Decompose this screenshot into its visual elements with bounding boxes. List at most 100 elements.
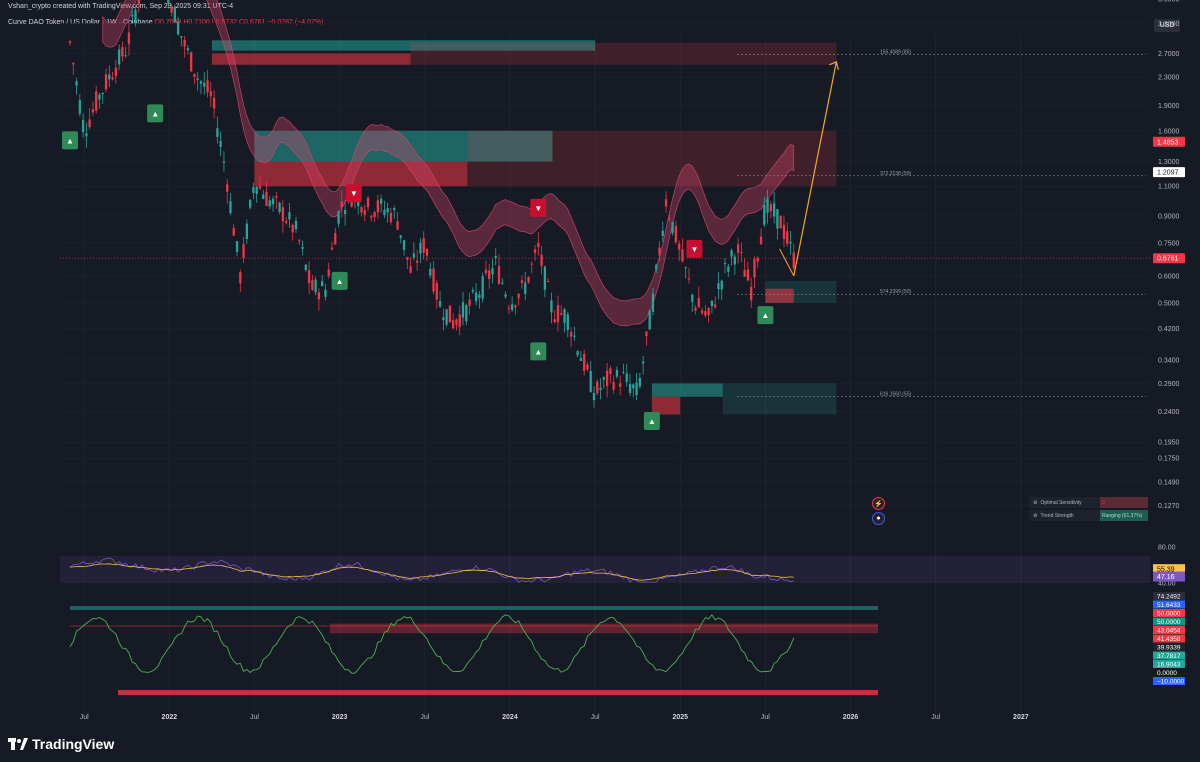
candle-body: [501, 282, 504, 284]
candle-body: [124, 55, 127, 57]
time-axis[interactable]: Jul 2022 Jul 2023 Jul 2024 Jul 2025 Jul 2026 Jul 20…: [80, 714, 1029, 721]
candle-body: [235, 241, 239, 252]
candle-body: [360, 207, 363, 213]
osc-value: 74.2492: [1157, 594, 1181, 601]
candle-body: [212, 97, 216, 109]
price-tick: 2.7000: [1158, 51, 1180, 58]
zone: [410, 42, 837, 65]
candle-body: [605, 370, 609, 387]
candle-body: [769, 204, 773, 212]
candle-body: [196, 78, 199, 81]
news-icon[interactable]: ⚡: [872, 497, 885, 510]
buy-signal-glyph: ▲: [151, 109, 159, 118]
candle-body: [520, 280, 524, 283]
candle-body: [707, 308, 710, 316]
rsi-tick: 80.00: [1158, 545, 1176, 552]
price-axis[interactable]: 8.50007.00005.50004.70003.90003.30002.70…: [1153, 0, 1185, 510]
candle-body: [252, 187, 255, 193]
candle-body: [409, 266, 412, 273]
candle-body: [530, 263, 533, 265]
buy-signal-glyph: ▲: [648, 417, 656, 426]
rsi-value: 47.16: [1157, 574, 1175, 581]
candle-body: [474, 292, 478, 302]
time-label: Jul: [761, 714, 770, 721]
price-tick: 0.1950: [1158, 440, 1180, 447]
rsi-value-box: [1153, 564, 1185, 575]
candle-body: [416, 260, 419, 263]
candle-body: [668, 218, 671, 220]
candle-body: [779, 216, 782, 229]
osc-value-box: [1153, 677, 1185, 685]
info-row-sensitivity: ⚙ Optimal Sensitivity 0: [1029, 497, 1148, 508]
fib-levels: 155.4089 (85) 372.2138 (50) 574.2399 (50) 6…: [737, 49, 1146, 398]
candle-body: [710, 300, 714, 307]
candle-body: [566, 314, 569, 331]
buy-signal: [62, 131, 78, 150]
candle-body: [366, 197, 370, 208]
candle-body: [691, 294, 694, 302]
candle-body: [131, 14, 134, 17]
sell-signal: [686, 239, 703, 258]
osc-value-box: [1153, 626, 1185, 634]
candle-body: [772, 203, 776, 217]
info-label: Optimal Sensitivity: [1040, 499, 1082, 506]
candle-body: [206, 80, 209, 93]
candle-body: [173, 6, 176, 23]
pullback-line: [779, 248, 795, 277]
flag-icon[interactable]: ●: [872, 512, 885, 525]
signals: ▼▼▼▼▼▼▲▲▲▲▲▲: [62, 104, 774, 430]
candle-body: [370, 216, 373, 218]
osc-value: 41.4358: [1157, 636, 1181, 643]
candle-body: [763, 204, 766, 225]
price-tick: 1.9000: [1158, 103, 1180, 110]
candle-body: [78, 99, 81, 114]
level-label: 616.1560 (55): [880, 392, 911, 398]
time-label: Jul: [931, 714, 940, 721]
price-tick: 0.4200: [1158, 326, 1180, 333]
candle-body: [127, 32, 131, 45]
candle-body: [438, 301, 442, 307]
osc-bottom-bar: [118, 690, 878, 695]
candle-body: [756, 258, 759, 262]
candle-body: [612, 382, 615, 390]
candle-body: [190, 52, 193, 72]
candle-body: [343, 210, 347, 214]
candle-body: [599, 387, 602, 391]
candle-body: [740, 251, 743, 253]
osc-value-box: [1153, 660, 1185, 668]
candle-body: [271, 198, 275, 205]
candle-body: [278, 202, 281, 212]
osc-mid-zone: [330, 623, 878, 634]
rsi-zone: [60, 556, 1150, 583]
currency-button[interactable]: USD: [1154, 19, 1180, 32]
candle-body: [540, 254, 543, 266]
candle-body: [95, 91, 98, 111]
candle-body: [134, 9, 137, 23]
osc-value-box: [1153, 634, 1185, 643]
candle-body: [664, 199, 668, 207]
candle-body: [435, 282, 438, 300]
osc-value: 50.0000: [1157, 611, 1181, 618]
candle-body: [445, 309, 448, 325]
candle-body: [262, 194, 265, 199]
zone: [211, 53, 411, 65]
time-label: 2024: [502, 714, 518, 721]
tradingview-logo[interactable]: TradingView: [8, 736, 114, 752]
buy-signal-glyph: ▲: [336, 277, 344, 286]
candle-body: [697, 298, 700, 308]
zone: [765, 288, 794, 303]
candle-body: [432, 268, 435, 292]
osc-value-box: [1153, 600, 1185, 609]
candle-body: [684, 267, 687, 269]
symbol-title[interactable]: Curve DAO Token / US Dollar · 1W · Coinb…: [8, 19, 153, 26]
candle-body: [337, 211, 340, 224]
candle-body: [720, 280, 723, 290]
target-line: [793, 61, 837, 276]
candle-body: [746, 269, 750, 281]
candle-body: [248, 199, 252, 208]
candle-body: [759, 236, 763, 245]
candle-body: [376, 200, 379, 213]
candle-body: [786, 231, 789, 244]
candle-body: [589, 370, 592, 393]
